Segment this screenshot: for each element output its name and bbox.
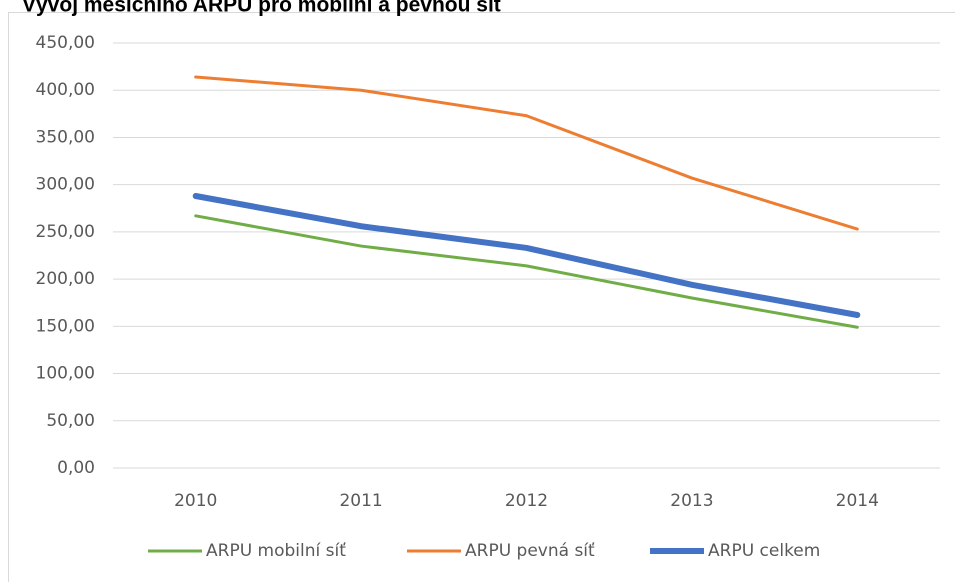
x-tick-label: 2012 <box>505 491 548 511</box>
y-tick-label: 350,00 <box>36 127 95 147</box>
y-tick-label: 0,00 <box>57 458 95 478</box>
legend-label: ARPU celkem <box>708 541 820 561</box>
line-series <box>194 75 859 231</box>
line-series <box>194 214 859 329</box>
x-tick-label: 2011 <box>339 491 382 511</box>
line-series <box>192 193 861 318</box>
x-tick-label: 2014 <box>836 491 879 511</box>
legend-label: ARPU mobilní síť <box>206 541 346 561</box>
y-tick-label: 50,00 <box>46 411 95 431</box>
y-tick-label: 400,00 <box>36 80 95 100</box>
x-tick-label: 2013 <box>670 491 713 511</box>
y-tick-label: 200,00 <box>36 269 95 289</box>
legend-label: ARPU pevná síť <box>465 541 595 561</box>
y-tick-label: 450,00 <box>36 33 95 53</box>
y-tick-label: 300,00 <box>36 175 95 195</box>
y-tick-label: 250,00 <box>36 222 95 242</box>
chart-frame <box>8 12 955 582</box>
chart-title: Vývoj měsíčního ARPU pro mobilní a pevno… <box>22 0 505 17</box>
y-tick-label: 150,00 <box>36 316 95 336</box>
y-tick-label: 100,00 <box>36 364 95 384</box>
x-tick-label: 2010 <box>174 491 217 511</box>
